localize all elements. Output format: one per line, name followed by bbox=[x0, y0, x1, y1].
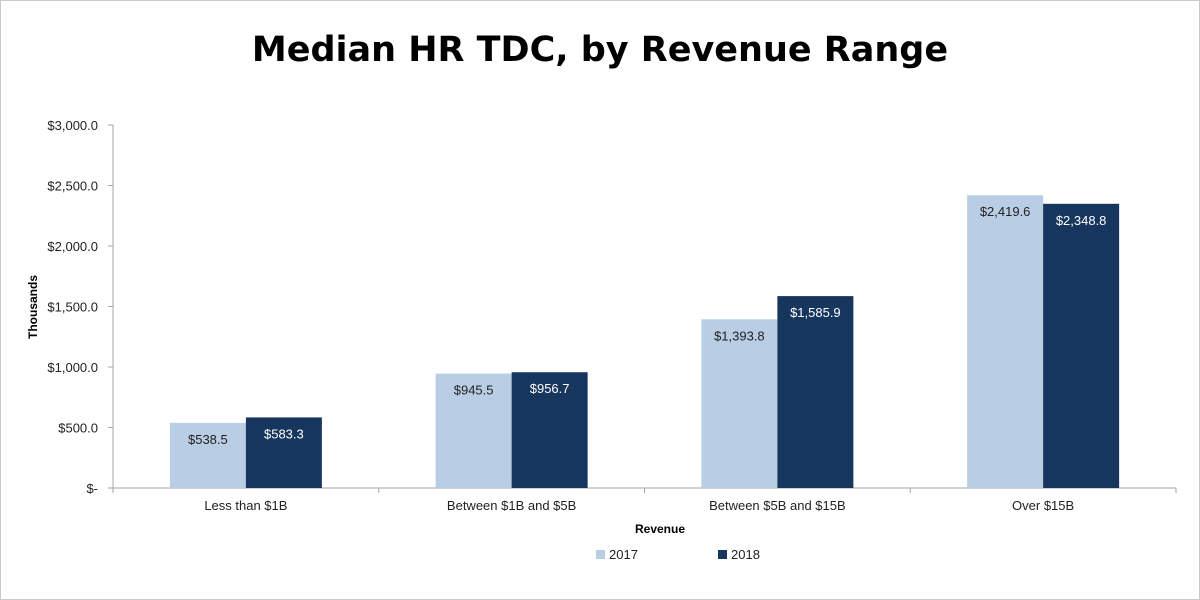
bar-2018 bbox=[777, 296, 854, 488]
bar-2018 bbox=[1043, 203, 1120, 488]
bar-2017 bbox=[169, 422, 246, 488]
x-category-label: Less than $1B bbox=[204, 498, 287, 513]
x-category-label: Between $1B and $5B bbox=[447, 498, 576, 513]
legend-label-2017: 2017 bbox=[609, 547, 638, 562]
data-label-2018: $1,585.9 bbox=[790, 305, 841, 320]
chart-title: Median HR TDC, by Revenue Range bbox=[251, 30, 949, 70]
legend-label-2018: 2018 bbox=[731, 547, 760, 562]
legend: 2017 2018 bbox=[596, 547, 760, 562]
bar-2018 bbox=[511, 372, 588, 488]
y-tick-label: $3,000.0 bbox=[47, 118, 98, 133]
data-label-2017: $945.5 bbox=[454, 383, 494, 398]
x-category-label: Over $15B bbox=[1012, 498, 1074, 513]
x-axis-title: Revenue bbox=[635, 522, 685, 536]
y-tick-label: $500.0 bbox=[58, 421, 98, 436]
y-axis: $- $500.0 $1,000.0 $1,500.0 $2,000.0 $2,500.0… bbox=[47, 118, 114, 496]
y-axis-title: Thousands bbox=[26, 275, 40, 339]
bars bbox=[169, 195, 1120, 488]
y-tick-label: $1,500.0 bbox=[47, 300, 98, 315]
y-tick-label: $2,000.0 bbox=[47, 239, 98, 254]
x-axis: Less than $1B Between $1B and $5B Between … bbox=[112, 487, 1177, 513]
legend-swatch-2018 bbox=[718, 550, 727, 559]
data-label-2017: $538.5 bbox=[188, 432, 228, 447]
data-labels: $538.5 $945.5 $1,393.8 $2,419.6 $583.3 $956.7… bbox=[188, 204, 1106, 447]
data-label-2018: $956.7 bbox=[530, 381, 570, 396]
bar-2017 bbox=[967, 195, 1044, 488]
bar-2017 bbox=[701, 319, 778, 488]
data-label-2018: $2,348.8 bbox=[1056, 213, 1107, 228]
bar-2018 bbox=[245, 417, 322, 488]
y-tick-label: $2,500.0 bbox=[47, 179, 98, 194]
x-category-label: Between $5B and $15B bbox=[709, 498, 846, 513]
legend-swatch-2017 bbox=[596, 550, 605, 559]
y-tick-label: $1,000.0 bbox=[47, 360, 98, 375]
data-label-2018: $583.3 bbox=[264, 426, 304, 441]
data-label-2017: $2,419.6 bbox=[980, 204, 1031, 219]
data-label-2017: $1,393.8 bbox=[714, 328, 765, 343]
y-tick-label: $- bbox=[86, 481, 98, 496]
bar-2017 bbox=[435, 373, 512, 488]
